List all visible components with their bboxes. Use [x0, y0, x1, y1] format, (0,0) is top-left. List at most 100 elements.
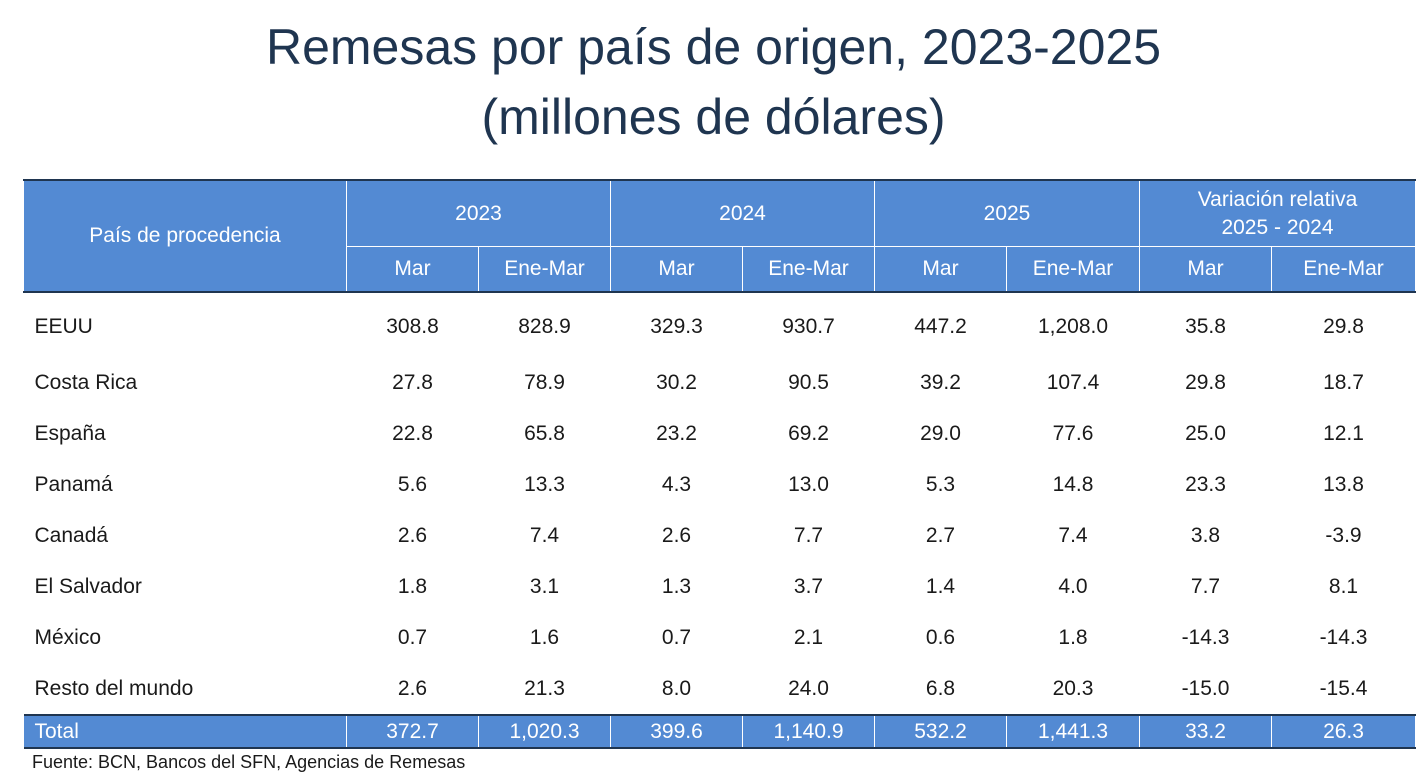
- total-value: 26.3: [1271, 715, 1416, 748]
- cell-value: -14.3: [1319, 625, 1368, 649]
- cell-value: 12.1: [1323, 421, 1364, 445]
- cell-value: -15.0: [1181, 676, 1230, 700]
- page-title: Remesas por país de origen, 2023-2025: [265, 19, 1162, 75]
- remittances-table: País de procedencia 2023 2024 2025 Varia…: [23, 179, 1416, 749]
- cell-value: 1.3: [661, 574, 692, 598]
- country-name: México: [34, 625, 102, 649]
- cell-value: 308.8: [386, 315, 439, 338]
- country-name: Panamá: [34, 472, 113, 496]
- cell-value: 78.9: [524, 370, 565, 394]
- subheader-ene-mar: Ene-Mar: [1006, 246, 1140, 293]
- cell-value: 7.4: [529, 523, 560, 547]
- country-name: Costa Rica: [34, 370, 138, 394]
- cell-value: 447.2: [914, 315, 967, 338]
- total-value: 1,140.9: [742, 715, 875, 748]
- header-year-2023: 2023: [346, 179, 611, 247]
- cell-value: 77.6: [1052, 421, 1094, 445]
- cell-value: 7.4: [1058, 523, 1088, 547]
- cell-value: 8.0: [661, 676, 692, 700]
- cell-value: 24.0: [788, 676, 829, 700]
- table-row: México 0.7 1.6 0.7 2.1 0.6 1.8 -14.3 -14…: [24, 612, 1416, 663]
- page-subtitle: (millones de dólares): [481, 89, 946, 145]
- table-row: El Salvador 1.8 3.1 1.3 3.7 1.4 4.0 7.7 …: [24, 561, 1416, 612]
- subheader-ene-mar: Ene-Mar: [478, 246, 611, 293]
- cell-value: 20.3: [1052, 676, 1094, 700]
- table-row: EEUU 308.8 828.9 329.3 930.7 447.2 1,208…: [24, 292, 1416, 357]
- cell-value: 3.8: [1190, 523, 1221, 547]
- total-value: 532.2: [874, 715, 1007, 748]
- subheader-mar: Mar: [610, 246, 743, 293]
- cell-value: 828.9: [518, 315, 571, 338]
- cell-value: 1.8: [397, 574, 428, 598]
- subheader-mar: Mar: [346, 246, 479, 293]
- cell-value: 2.6: [397, 523, 428, 547]
- country-name: El Salvador: [34, 574, 142, 598]
- cell-value: 0.6: [925, 625, 956, 649]
- table-row: Canadá 2.6 7.4 2.6 7.7 2.7 7.4 3.8 -3.9: [24, 510, 1416, 561]
- table-header: País de procedencia 2023 2024 2025 Varia…: [23, 179, 1416, 293]
- cell-value: 1,208.0: [1037, 315, 1109, 338]
- cell-value: -14.3: [1181, 625, 1230, 649]
- cell-value: 35.8: [1185, 315, 1226, 338]
- cell-value: 5.6: [397, 472, 428, 496]
- table-footer: Total 372.7 1,020.3 399.6 1,140.9 532.2 …: [23, 715, 1416, 748]
- header-variation: Variación relativa 2025 - 2024: [1139, 179, 1416, 247]
- cell-value: 0.7: [661, 625, 692, 649]
- cell-value: 22.8: [392, 421, 433, 445]
- cell-value: 30.2: [656, 370, 697, 394]
- cell-value: -15.4: [1319, 676, 1368, 700]
- cell-value: 23.2: [656, 421, 697, 445]
- table-row: Resto del mundo 2.6 21.3 8.0 24.0 6.8 20…: [24, 663, 1416, 715]
- country-name: España: [34, 421, 106, 445]
- subheader-ene-mar: Ene-Mar: [1271, 246, 1416, 293]
- cell-value: 3.1: [529, 574, 560, 598]
- cell-value: 29.0: [920, 421, 961, 445]
- cell-value: 13.3: [524, 472, 565, 496]
- cell-value: 5.3: [925, 472, 956, 496]
- subheader-ene-mar: Ene-Mar: [742, 246, 875, 293]
- cell-value: 3.7: [793, 574, 824, 598]
- total-value: 399.6: [610, 715, 743, 748]
- header-year-2025: 2025: [874, 179, 1140, 247]
- cell-value: 39.2: [920, 370, 961, 394]
- total-value: 1,020.3: [478, 715, 611, 748]
- cell-value: -3.9: [1325, 523, 1362, 547]
- total-value: 1,441.3: [1006, 715, 1140, 748]
- total-label: Total: [23, 715, 347, 748]
- cell-value: 13.8: [1323, 472, 1364, 496]
- subheader-mar: Mar: [1139, 246, 1272, 293]
- country-name: Resto del mundo: [34, 676, 194, 700]
- table-row: Panamá 5.6 13.3 4.3 13.0 5.3 14.8 23.3 1…: [24, 459, 1416, 510]
- cell-value: 29.8: [1185, 370, 1226, 394]
- country-name: EEUU: [34, 315, 93, 338]
- cell-value: 2.6: [397, 676, 428, 700]
- cell-value: 29.8: [1323, 315, 1364, 338]
- total-value: 33.2: [1139, 715, 1272, 748]
- cell-value: 107.4: [1046, 370, 1100, 394]
- cell-value: 2.7: [925, 523, 956, 547]
- header-variation-line2: 2025 - 2024: [1221, 215, 1334, 239]
- cell-value: 1.8: [1058, 625, 1088, 649]
- cell-value: 7.7: [1190, 574, 1221, 598]
- table-row: España 22.8 65.8 23.2 69.2 29.0 77.6 25.…: [24, 408, 1416, 459]
- cell-value: 2.1: [793, 625, 824, 649]
- total-value: 372.7: [346, 715, 479, 748]
- cell-value: 69.2: [788, 421, 829, 445]
- cell-value: 13.0: [788, 472, 829, 496]
- cell-value: 4.0: [1058, 574, 1088, 598]
- header-country: País de procedencia: [23, 179, 347, 293]
- cell-value: 2.6: [661, 523, 692, 547]
- country-name: Canadá: [34, 523, 109, 547]
- cell-value: 0.7: [397, 625, 428, 649]
- table-row: Costa Rica 27.8 78.9 30.2 90.5 39.2 107.…: [24, 357, 1416, 408]
- cell-value: 21.3: [524, 676, 565, 700]
- cell-value: 23.3: [1185, 472, 1226, 496]
- source-note: Fuente: BCN, Bancos del SFN, Agencias de…: [32, 752, 466, 772]
- cell-value: 1.4: [925, 574, 956, 598]
- table-body: EEUU 308.8 828.9 329.3 930.7 447.2 1,208…: [24, 292, 1416, 715]
- cell-value: 6.8: [925, 676, 956, 700]
- cell-value: 4.3: [661, 472, 692, 496]
- cell-value: 27.8: [392, 370, 433, 394]
- cell-value: 930.7: [782, 315, 835, 338]
- cell-value: 1.6: [529, 625, 560, 649]
